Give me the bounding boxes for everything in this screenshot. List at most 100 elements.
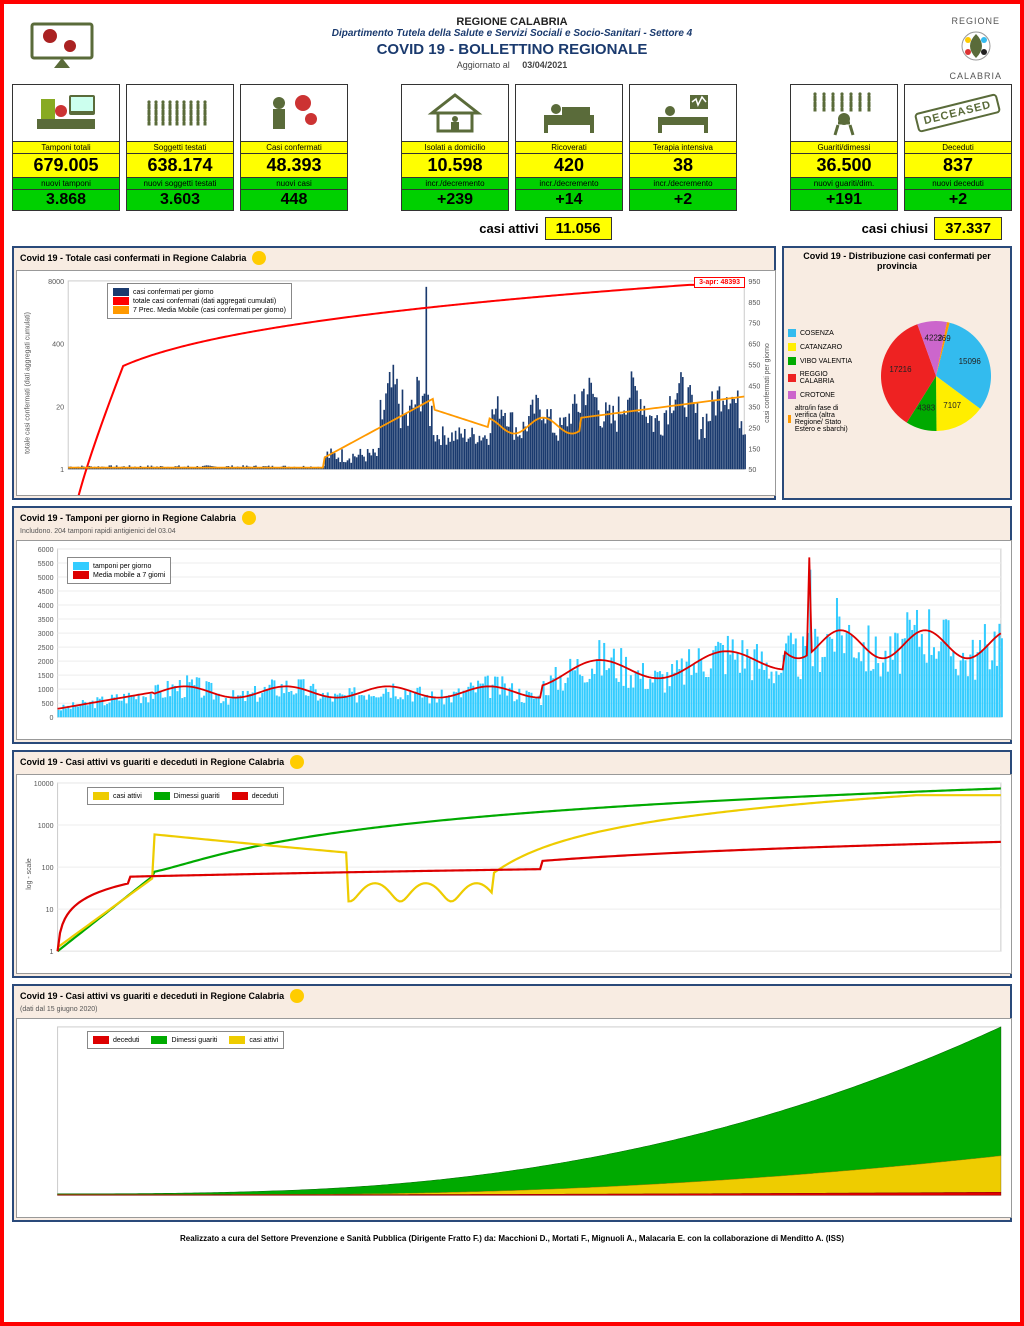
bulletin-page: REGIONE CALABRIA REGIONE CALABRIA Dipart… — [0, 0, 1024, 1326]
svg-text:17216: 17216 — [889, 365, 912, 374]
svg-text:log - scale: log - scale — [26, 858, 33, 890]
stat-card: Guariti/dimessi 36.500 nuovi guariti/dim… — [790, 84, 898, 211]
chart1-annotation: 3-apr: 48393 — [694, 277, 745, 288]
chart3-legend: casi attiviDimessi guaritideceduti — [87, 787, 284, 805]
chart1-title: Covid 19 - Totale casi confermati in Reg… — [20, 253, 246, 263]
calabria-emblem-icon — [956, 26, 996, 66]
deceased-icon: DECEASED — [905, 85, 1011, 141]
closed-cases-value: 37.337 — [934, 217, 1002, 240]
active-cases-value: 11.056 — [545, 217, 612, 240]
svg-text:4000: 4000 — [38, 603, 54, 610]
svg-text:3500: 3500 — [38, 617, 54, 624]
svg-text:400: 400 — [52, 342, 64, 349]
stat-card: Soggetti testati 638.174 nuovi soggetti … — [126, 84, 234, 211]
svg-text:8000: 8000 — [48, 279, 64, 286]
recovered-icon — [791, 85, 897, 141]
svg-text:1: 1 — [50, 949, 54, 956]
chart1-plot: 1 20 400 8000 50 150 250 350 450 550 650 750 850 950 t… — [16, 270, 776, 496]
people-icon — [127, 85, 233, 141]
bed-icon — [516, 85, 622, 141]
icu-icon — [630, 85, 736, 141]
svg-text:4383: 4383 — [917, 403, 935, 412]
region-name: REGIONE CALABRIA — [12, 16, 1012, 28]
svg-text:250: 250 — [748, 425, 760, 432]
house-icon — [402, 85, 508, 141]
pie-title: Covid 19 - Distribuzione casi confermati… — [786, 251, 1008, 271]
chart2-plot: 0 500 1000 1500 2000 2500 3000 3500 4000 4500 5000… — [16, 540, 1012, 740]
row-confirmed-and-pie: Covid 19 - Totale casi confermati in Reg… — [12, 246, 1012, 506]
svg-text:50: 50 — [748, 467, 756, 474]
svg-text:350: 350 — [748, 405, 760, 412]
chart1-legend: casi confermati per giornototale casi co… — [107, 283, 292, 319]
svg-text:450: 450 — [748, 384, 760, 391]
svg-text:369: 369 — [937, 334, 951, 343]
svg-text:2500: 2500 — [38, 645, 54, 652]
stat-group-closed: Guariti/dimessi 36.500 nuovi guariti/dim… — [790, 84, 1012, 211]
svg-text:10000: 10000 — [34, 781, 54, 788]
closed-cases-label: casi chiusi — [862, 221, 928, 236]
svg-text:5000: 5000 — [38, 575, 54, 582]
footer-credits: Realizzato a cura del Settore Prevenzion… — [12, 1228, 1012, 1245]
stat-card: Tamponi totali 679.005 nuovi tamponi 3.8… — [12, 84, 120, 211]
svg-text:950: 950 — [748, 279, 760, 286]
svg-text:5500: 5500 — [38, 561, 54, 568]
chart3-plot: 1 10 100 1000 10000 log - scale casi attiviD… — [16, 774, 1012, 974]
chart2-title: Covid 19 - Tamponi per giorno in Regione… — [20, 513, 236, 523]
stat-group-tests: Tamponi totali 679.005 nuovi tamponi 3.8… — [12, 84, 348, 211]
region-logo: REGIONE CALABRIA — [949, 16, 1002, 81]
svg-text:3000: 3000 — [38, 631, 54, 638]
pie-legend: COSENZACATANZAROVIBO VALENTIAREGGIO CALA… — [784, 319, 866, 443]
svg-text:500: 500 — [42, 701, 54, 708]
svg-text:550: 550 — [748, 363, 760, 370]
lab-icon — [13, 85, 119, 141]
svg-text:1000: 1000 — [38, 823, 54, 830]
chart3-title: Covid 19 - Casi attivi vs guariti e dece… — [20, 757, 284, 767]
pie-chart: 1509671074383172164222369 — [866, 296, 1006, 466]
panel-pie-provinces: Covid 19 - Distribuzione casi confermati… — [782, 246, 1012, 500]
svg-text:casi confermati per giorno: casi confermati per giorno — [764, 343, 771, 423]
stat-cards-row: Tamponi totali 679.005 nuovi tamponi 3.8… — [12, 84, 1012, 211]
summary-bar: casi attivi 11.056 casi chiusi 37.337 — [12, 215, 1012, 246]
svg-text:20: 20 — [56, 405, 64, 412]
department-name: Dipartimento Tutela della Salute e Servi… — [12, 28, 1012, 39]
stat-group-active: Isolati a domicilio 10.598 incr./decreme… — [401, 84, 737, 211]
svg-text:650: 650 — [748, 342, 760, 349]
svg-text:4500: 4500 — [38, 589, 54, 596]
svg-text:750: 750 — [748, 321, 760, 328]
badge-icon — [290, 989, 304, 1003]
chart4-title: Covid 19 - Casi attivi vs guariti e dece… — [20, 991, 284, 1001]
svg-text:150: 150 — [748, 446, 760, 453]
stat-card: Isolati a domicilio 10.598 incr./decreme… — [401, 84, 509, 211]
stat-card: Casi confermati 48.393 nuovi casi 448 — [240, 84, 348, 211]
panel-stacked-area: Covid 19 - Casi attivi vs guariti e dece… — [12, 984, 1012, 1222]
chart4-legend: decedutiDimessi guariticasi attivi — [87, 1031, 284, 1049]
svg-text:6000: 6000 — [38, 547, 54, 554]
svg-text:7107: 7107 — [943, 401, 961, 410]
svg-text:1500: 1500 — [38, 673, 54, 680]
chart4-plot: decedutiDimessi guariticasi attivi — [16, 1018, 1012, 1218]
updated-line: Aggiornato al 03/04/2021 — [12, 60, 1012, 70]
panel-swabs: Covid 19 - Tamponi per giorno in Regione… — [12, 506, 1012, 744]
panel-confirmed-cases: Covid 19 - Totale casi confermati in Reg… — [12, 246, 776, 500]
header: REGIONE CALABRIA REGIONE CALABRIA Dipart… — [12, 12, 1012, 78]
svg-text:100: 100 — [42, 865, 54, 872]
svg-text:0: 0 — [50, 715, 54, 722]
stat-card: DECEASED Deceduti 837 nuovi deceduti +2 — [904, 84, 1012, 211]
stat-card: Terapia intensiva 38 incr./decremento +2 — [629, 84, 737, 211]
panel-active-vs-recovered-log: Covid 19 - Casi attivi vs guariti e dece… — [12, 750, 1012, 978]
svg-text:10: 10 — [46, 907, 54, 914]
badge-icon — [242, 511, 256, 525]
projector-icon — [26, 18, 106, 70]
svg-text:totale casi confermati (dati a: totale casi confermati (dati aggregati c… — [24, 312, 31, 454]
stat-card: Ricoverati 420 incr./decremento +14 — [515, 84, 623, 211]
virus-person-icon — [241, 85, 347, 141]
svg-text:850: 850 — [748, 300, 760, 307]
chart2-legend: tamponi per giornoMedia mobile a 7 giorn… — [67, 557, 171, 584]
page-title: COVID 19 - BOLLETTINO REGIONALE — [12, 41, 1012, 58]
active-cases-label: casi attivi — [479, 221, 538, 236]
svg-text:2000: 2000 — [38, 659, 54, 666]
svg-text:1000: 1000 — [38, 687, 54, 694]
svg-text:15096: 15096 — [959, 357, 982, 366]
svg-text:1: 1 — [60, 467, 64, 474]
badge-icon — [290, 755, 304, 769]
